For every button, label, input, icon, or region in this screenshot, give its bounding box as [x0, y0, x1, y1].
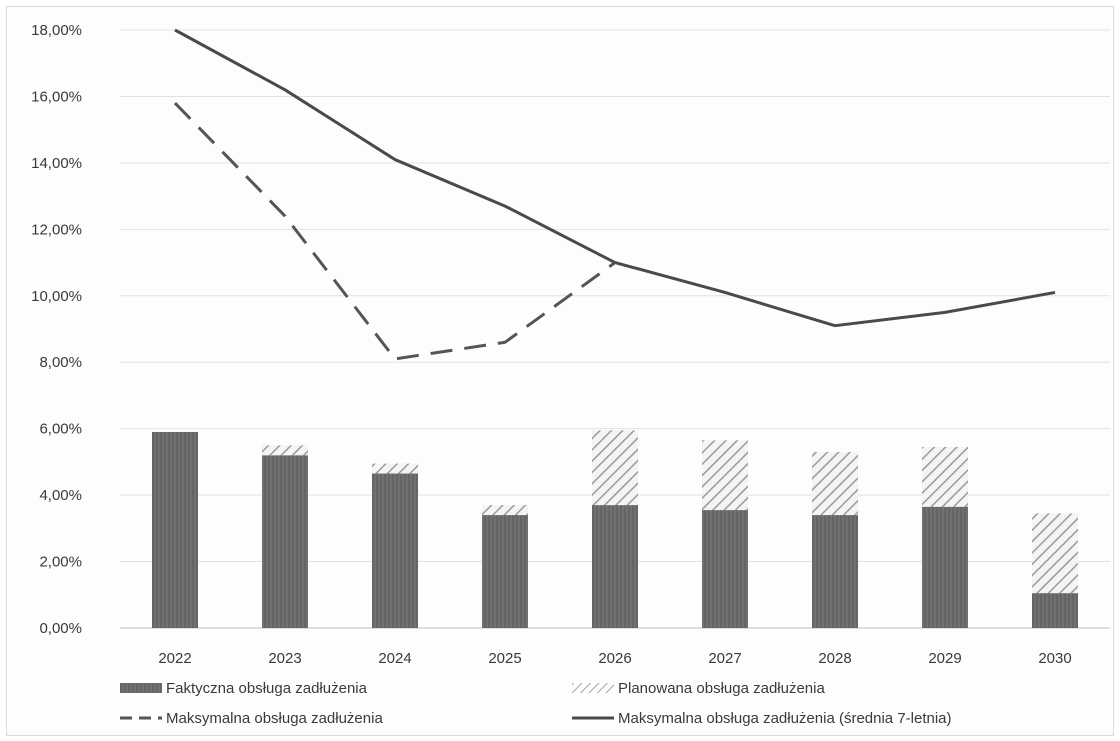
bar-planned: [812, 451, 858, 516]
y-tick-label: 10,00%: [31, 288, 82, 305]
bar-planned: [482, 505, 528, 516]
line-max-service-7y-avg: [174, 28, 1056, 328]
legend-swatch-planned: [572, 683, 614, 693]
legend: Faktyczna obsługa zadłużenia Planowana ob…: [120, 680, 952, 727]
bar-planned: [262, 445, 308, 456]
y-tick-label: 2,00%: [39, 554, 82, 571]
y-axis: 0,00% 2,00% 4,00% 6,00% 8,00% 10,00% 12,00% 14,…: [31, 22, 82, 637]
legend-label-actual: Faktyczna obsługa zadłużenia: [166, 680, 368, 697]
legend-label-max: Maksymalna obsługa zadłużenia: [166, 710, 383, 727]
bars: [152, 430, 1078, 628]
bar-planned: [702, 440, 748, 511]
bar-planned: [922, 446, 968, 507]
y-tick-label: 0,00%: [39, 620, 82, 637]
y-tick-label: 12,00%: [31, 221, 82, 238]
x-tick-label: 2030: [1038, 650, 1071, 667]
y-tick-label: 14,00%: [31, 155, 82, 172]
bar-actual: [482, 515, 528, 628]
x-tick-label: 2025: [488, 650, 521, 667]
x-tick-label: 2026: [598, 650, 631, 667]
bar-planned: [1032, 513, 1078, 594]
x-tick-label: 2024: [378, 650, 411, 667]
x-tick-label: 2029: [928, 650, 961, 667]
bar-planned: [592, 430, 638, 506]
bar-actual: [922, 506, 968, 628]
line-max-service: [173, 102, 616, 361]
legend-swatch-actual: [120, 683, 162, 693]
bar-actual: [592, 505, 638, 628]
bar-actual: [1032, 593, 1078, 628]
x-tick-label: 2022: [158, 650, 191, 667]
bar-actual: [702, 510, 748, 628]
bar-actual: [152, 431, 198, 628]
y-tick-label: 8,00%: [39, 354, 82, 371]
lines: [173, 28, 1056, 361]
bar-actual: [372, 473, 418, 628]
y-tick-label: 16,00%: [31, 88, 82, 105]
y-tick-label: 4,00%: [39, 487, 82, 504]
x-tick-label: 2023: [268, 650, 301, 667]
bar-actual: [262, 455, 308, 628]
bar-actual: [812, 515, 858, 628]
y-tick-label: 18,00%: [31, 22, 82, 39]
bar-planned: [372, 463, 418, 474]
x-tick-label: 2027: [708, 650, 741, 667]
x-axis: 2022 2023 2024 2025 2026 2027 2028 2029 2030: [158, 650, 1071, 667]
legend-label-max-avg: Maksymalna obsługa zadłużenia (średnia 7…: [618, 710, 952, 727]
y-tick-label: 6,00%: [39, 421, 82, 438]
legend-label-planned: Planowana obsługa zadłużenia: [618, 680, 825, 697]
x-tick-label: 2028: [818, 650, 851, 667]
